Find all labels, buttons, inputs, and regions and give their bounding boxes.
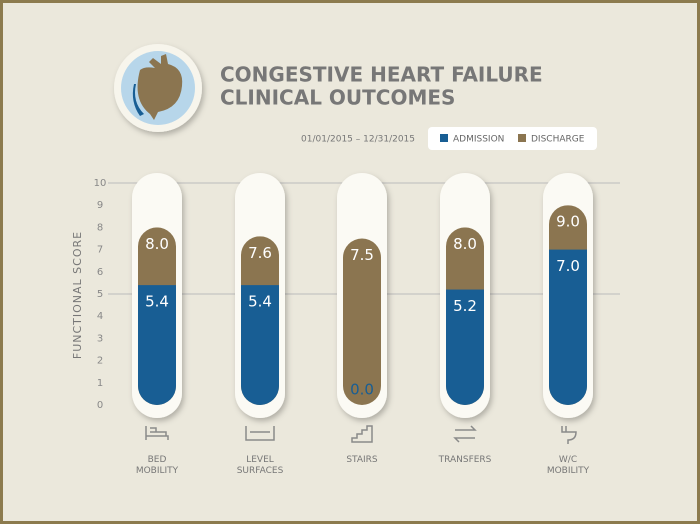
bar-group (549, 205, 587, 405)
value-label: 0.0 (350, 381, 374, 399)
y-tick-label: 1 (97, 378, 103, 389)
y-tick-label: 6 (97, 267, 103, 278)
legend-swatch (518, 134, 526, 142)
value-label: 8.0 (145, 235, 169, 253)
date-range: 01/01/2015 – 12/31/2015 (301, 135, 415, 145)
y-tick-label: 0 (97, 400, 103, 411)
legend-swatch (440, 134, 448, 142)
y-tick-label: 5 (97, 289, 103, 300)
legend-box (428, 127, 597, 150)
y-tick-label: 3 (97, 333, 103, 344)
bar-group (446, 227, 484, 405)
legend-label: ADMISSION (453, 135, 504, 145)
bar-admission (446, 289, 484, 405)
y-tick-label: 10 (94, 178, 107, 189)
value-label: 5.2 (453, 297, 477, 315)
value-label: 7.0 (556, 257, 580, 275)
logo (114, 44, 202, 132)
value-label: 8.0 (453, 235, 477, 253)
value-label: 5.4 (248, 293, 272, 311)
chart-title: CONGESTIVE HEART FAILURE (220, 63, 543, 87)
category-label: LEVEL SURFACES (236, 455, 284, 476)
bar-admission (549, 249, 587, 405)
legend-label: DISCHARGE (531, 135, 585, 145)
value-label: 5.4 (145, 293, 169, 311)
category-label: BED MOBILITY (135, 455, 179, 476)
value-label: 7.6 (248, 244, 272, 262)
bar-admission (138, 285, 176, 405)
y-tick-label: 9 (97, 200, 103, 211)
y-axis-label: FUNCTIONAL SCORE (71, 231, 84, 359)
bar-admission (241, 285, 279, 405)
y-tick-label: 8 (97, 222, 103, 233)
bar-group (343, 238, 381, 405)
category-icons (145, 425, 577, 444)
bar-group (138, 227, 176, 405)
value-label: 9.0 (556, 213, 580, 231)
category-label: STAIRS (346, 455, 378, 465)
category-label: W/C MOBILITY (546, 455, 590, 476)
bar-group (241, 236, 279, 405)
value-label: 7.5 (350, 246, 374, 264)
bar-discharge (343, 238, 381, 405)
chart-title: CLINICAL OUTCOMES (220, 86, 455, 110)
y-tick-label: 2 (97, 356, 103, 367)
y-tick-label: 7 (97, 245, 103, 256)
category-label: TRANSFERS (438, 455, 492, 465)
y-tick-label: 4 (97, 311, 103, 322)
